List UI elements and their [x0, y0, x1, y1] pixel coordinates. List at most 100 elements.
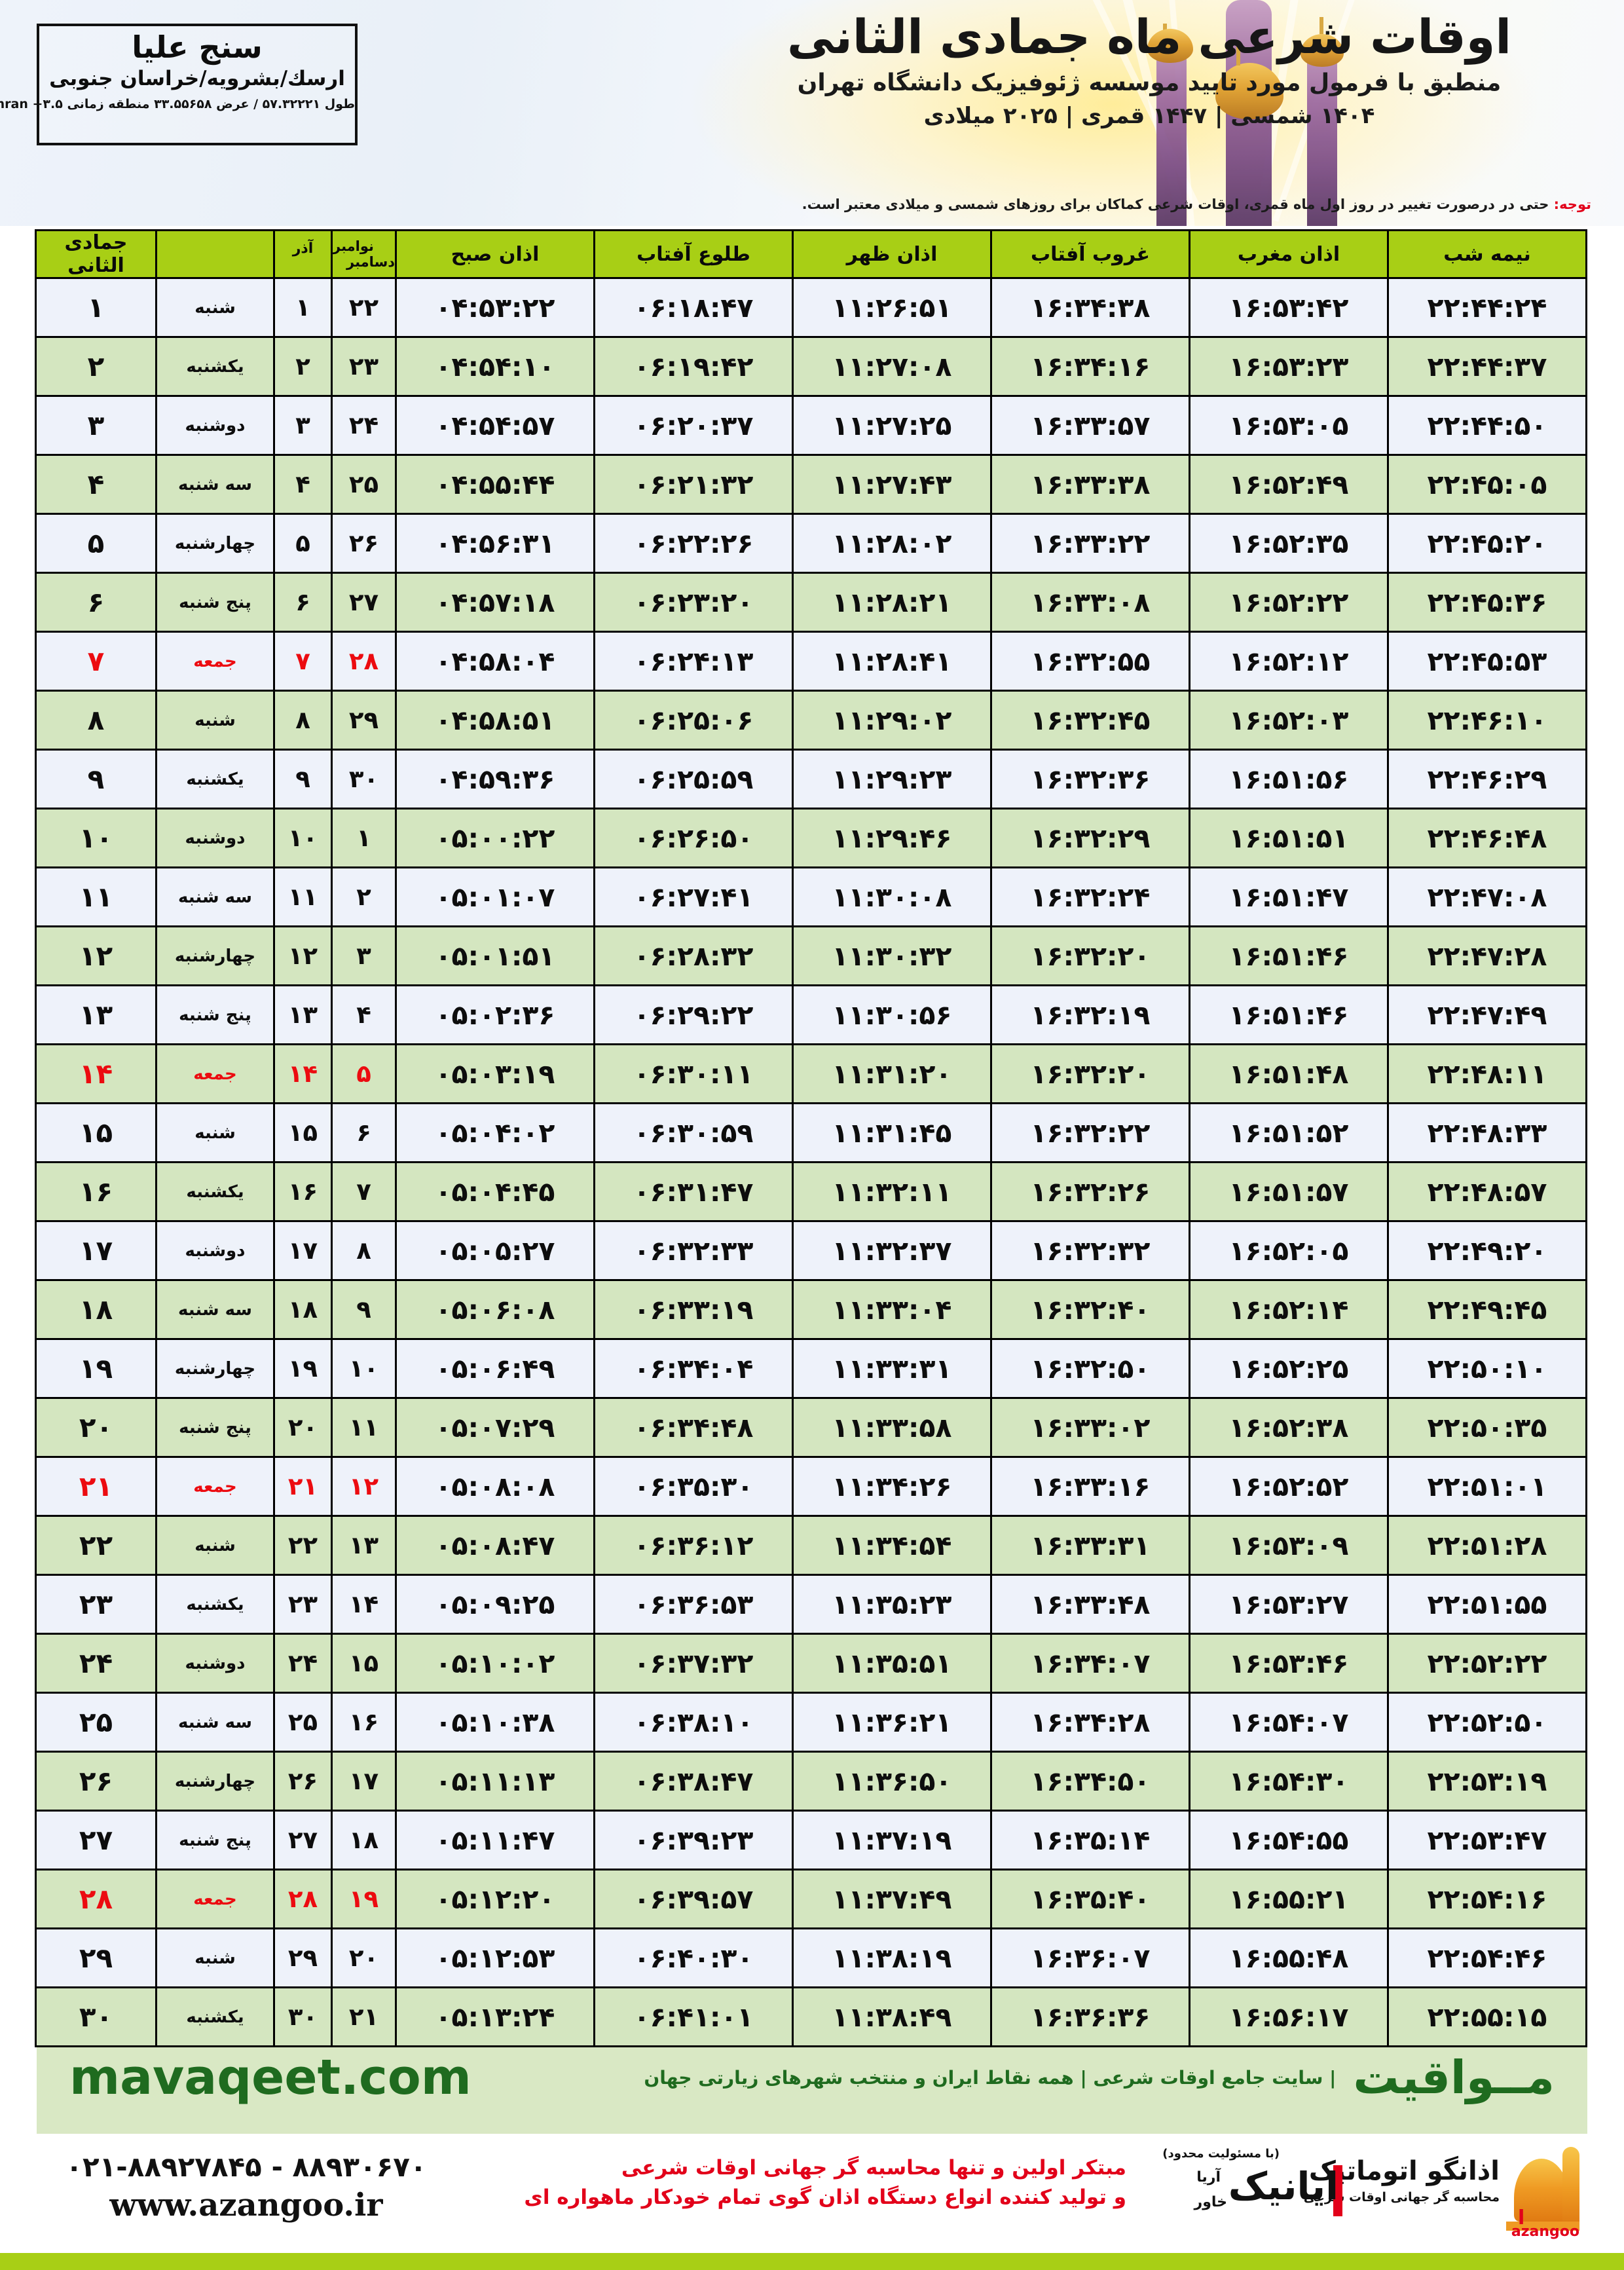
- dhuhr-cell: ۱۱:۳۴:۲۶: [792, 1456, 992, 1517]
- table-row: ۲۲:۵۴:۱۶ ۱۶:۵۵:۲۱ ۱۶:۳۵:۴۰ ۱۱:۳۷:۴۹ ۰۶:۳۹:۵۷…: [35, 1869, 1587, 1929]
- phone-number: ۰۲۱-۸۸۹۲۷۸۴۵ - ۸۸۹۳۰۶۷۰: [65, 2151, 427, 2183]
- fajr-cell: ۰۴:۵۵:۴۴: [395, 454, 595, 515]
- qamari-day-cell: ۲۳: [35, 1574, 157, 1635]
- table-row: ۲۲:۴۴:۵۰ ۱۶:۵۳:۰۵ ۱۶:۳۳:۵۷ ۱۱:۲۷:۲۵ ۰۶:۲۰:۳۷…: [35, 395, 1587, 456]
- dhuhr-cell: ۱۱:۲۸:۴۱: [792, 631, 992, 692]
- gregorian-day-cell: ۱۷: [331, 1751, 397, 1812]
- maghrib-cell: ۱۶:۵۳:۲۷: [1189, 1574, 1389, 1635]
- sunrise-cell: ۰۶:۳۳:۱۹: [593, 1279, 794, 1340]
- fajr-cell: ۰۵:۱۲:۵۳: [395, 1927, 595, 1988]
- maghrib-cell: ۱۶:۵۲:۳۵: [1189, 513, 1389, 574]
- sunset-cell: ۱۶:۳۲:۵۵: [990, 631, 1190, 692]
- sunset-cell: ۱۶:۳۵:۱۴: [990, 1810, 1190, 1870]
- gregorian-day-cell: ۲۱: [331, 1986, 397, 2047]
- maghrib-cell: ۱۶:۵۲:۰۳: [1189, 690, 1389, 751]
- table-row: ۲۲:۵۲:۵۰ ۱۶:۵۴:۰۷ ۱۶:۳۴:۲۸ ۱۱:۳۶:۲۱ ۰۶:۳۸:۱۰…: [35, 1692, 1587, 1753]
- header-title-block: اوقات شرعی ماه جمادی الثانی منطبق با فرم…: [714, 11, 1585, 129]
- sunset-cell: ۱۶:۳۶:۰۷: [990, 1927, 1190, 1988]
- midnight-cell: ۲۲:۴۴:۳۷: [1387, 336, 1587, 397]
- fajr-cell: ۰۵:۰۱:۵۱: [395, 925, 595, 986]
- table-row: ۲۲:۵۲:۲۲ ۱۶:۵۳:۴۶ ۱۶:۳۴:۰۷ ۱۱:۳۵:۵۱ ۰۶:۳۷:۳۲…: [35, 1633, 1587, 1694]
- dhuhr-cell: ۱۱:۳۰:۳۲: [792, 925, 992, 986]
- shamsi-day-cell: ۱: [273, 277, 333, 338]
- table-row: ۲۲:۴۷:۰۸ ۱۶:۵۱:۴۷ ۱۶:۳۲:۲۴ ۱۱:۳۰:۰۸ ۰۶:۲۷:۴۱…: [35, 866, 1587, 927]
- location-name: سنج علیا: [132, 29, 263, 65]
- qamari-day-cell: ۶: [35, 572, 157, 633]
- sunset-cell: ۱۶:۳۳:۰۸: [990, 572, 1190, 633]
- azangoo-name-latin: azangoo: [1511, 2223, 1579, 2240]
- azangoo-website[interactable]: www.azangoo.ir: [109, 2187, 383, 2223]
- maghrib-cell: ۱۶:۵۱:۵۷: [1189, 1161, 1389, 1222]
- maghrib-cell: ۱۶:۵۶:۱۷: [1189, 1986, 1389, 2047]
- table-row: ۲۲:۵۱:۲۸ ۱۶:۵۳:۰۹ ۱۶:۳۳:۳۱ ۱۱:۳۴:۵۴ ۰۶:۳۶:۱۲…: [35, 1515, 1587, 1576]
- dhuhr-cell: ۱۱:۲۶:۵۱: [792, 277, 992, 338]
- header-maghrib: اذان مغرب: [1189, 229, 1389, 279]
- dhuhr-cell: ۱۱:۳۱:۲۰: [792, 1043, 992, 1104]
- dhuhr-cell: ۱۱:۳۶:۵۰: [792, 1751, 992, 1812]
- note-label: توجه:: [1553, 196, 1591, 212]
- mavaqeet-tagline: | سایت جامع اوقات شرعی | همه نقاط ایران …: [644, 2066, 1337, 2089]
- midnight-cell: ۲۲:۵۴:۴۶: [1387, 1927, 1587, 1988]
- gregorian-day-cell: ۳۰: [331, 749, 397, 809]
- fajr-cell: ۰۵:۰۴:۰۲: [395, 1102, 595, 1163]
- midnight-cell: ۲۲:۵۳:۱۹: [1387, 1751, 1587, 1812]
- maghrib-cell: ۱۶:۵۳:۴۶: [1189, 1633, 1389, 1694]
- sunrise-cell: ۰۶:۳۰:۱۱: [593, 1043, 794, 1104]
- qamari-day-cell: ۱۶: [35, 1161, 157, 1222]
- shamsi-day-cell: ۲۲: [273, 1515, 333, 1576]
- sunrise-cell: ۰۶:۳۹:۵۷: [593, 1869, 794, 1929]
- weekday-cell: پنج شنبه: [155, 984, 275, 1045]
- midnight-cell: ۲۲:۴۸:۳۳: [1387, 1102, 1587, 1163]
- weekday-cell: یکشنبه: [155, 1574, 275, 1635]
- mavaqeet-url[interactable]: mavaqeet.com: [69, 2049, 471, 2106]
- dhuhr-cell: ۱۱:۳۳:۳۱: [792, 1338, 992, 1399]
- dhuhr-cell: ۱۱:۳۲:۳۷: [792, 1220, 992, 1281]
- maghrib-cell: ۱۶:۵۱:۵۱: [1189, 808, 1389, 868]
- bottom-footer: ا اذانگو اتوماتیک محاسبه گر جهانی اوقات …: [0, 2140, 1624, 2253]
- fajr-cell: ۰۵:۱۳:۲۴: [395, 1986, 595, 2047]
- mavaqeet-brand-fa: مــواقیت: [1353, 2051, 1556, 2104]
- qamari-day-cell: ۲۴: [35, 1633, 157, 1694]
- fajr-cell: ۰۵:۱۰:۰۲: [395, 1633, 595, 1694]
- sunrise-cell: ۰۶:۴۰:۳۰: [593, 1927, 794, 1988]
- midnight-cell: ۲۲:۴۵:۳۶: [1387, 572, 1587, 633]
- shamsi-day-cell: ۱۰: [273, 808, 333, 868]
- sunrise-cell: ۰۶:۲۹:۲۲: [593, 984, 794, 1045]
- table-row: ۲۲:۵۱:۵۵ ۱۶:۵۳:۲۷ ۱۶:۳۳:۴۸ ۱۱:۳۵:۲۳ ۰۶:۳۶:۵۳…: [35, 1574, 1587, 1635]
- sunrise-cell: ۰۶:۳۷:۳۲: [593, 1633, 794, 1694]
- maghrib-cell: ۱۶:۵۲:۲۲: [1189, 572, 1389, 633]
- prayer-times-table: نیمه شب اذان مغرب غروب آفتاب اذان ظهر طل…: [35, 229, 1587, 2047]
- mosque-icon: ا: [1502, 2147, 1581, 2231]
- gregorian-day-cell: ۱۱: [331, 1397, 397, 1458]
- weekday-cell: پنج شنبه: [155, 1397, 275, 1458]
- weekday-cell: سه شنبه: [155, 1692, 275, 1753]
- slogan-line-2: و تولید کننده انواع دستگاه اذان گوی تمام…: [524, 2185, 1126, 2209]
- fajr-cell: ۰۵:۱۱:۴۷: [395, 1810, 595, 1870]
- sunset-cell: ۱۶:۳۴:۵۰: [990, 1751, 1190, 1812]
- fajr-cell: ۰۴:۵۷:۱۸: [395, 572, 595, 633]
- dhuhr-cell: ۱۱:۲۷:۰۸: [792, 336, 992, 397]
- maghrib-cell: ۱۶:۵۳:۰۹: [1189, 1515, 1389, 1576]
- sunrise-cell: ۰۶:۳۶:۵۳: [593, 1574, 794, 1635]
- shamsi-day-cell: ۲۸: [273, 1869, 333, 1929]
- sunrise-cell: ۰۶:۳۴:۴۸: [593, 1397, 794, 1458]
- gregorian-day-cell: ۷: [331, 1161, 397, 1222]
- fajr-cell: ۰۴:۵۳:۲۲: [395, 277, 595, 338]
- midnight-cell: ۲۲:۵۱:۰۱: [1387, 1456, 1587, 1517]
- fajr-cell: ۰۵:۰۲:۳۶: [395, 984, 595, 1045]
- sunrise-cell: ۰۶:۲۶:۵۰: [593, 808, 794, 868]
- table-row: ۲۲:۴۴:۲۴ ۱۶:۵۳:۴۲ ۱۶:۳۴:۳۸ ۱۱:۲۶:۵۱ ۰۶:۱۸:۴۷…: [35, 277, 1587, 338]
- midnight-cell: ۲۲:۵۵:۱۵: [1387, 1986, 1587, 2047]
- shamsi-day-cell: ۲۵: [273, 1692, 333, 1753]
- shamsi-day-cell: ۵: [273, 513, 333, 574]
- shamsi-day-cell: ۱۳: [273, 984, 333, 1045]
- azangoo-a-mark: ا: [1518, 2206, 1525, 2229]
- header-gregorian: نوامبر دسامبر: [331, 229, 397, 279]
- maghrib-cell: ۱۶:۵۲:۲۵: [1189, 1338, 1389, 1399]
- shamsi-day-cell: ۱۴: [273, 1043, 333, 1104]
- sunrise-cell: ۰۶:۲۰:۳۷: [593, 395, 794, 456]
- prayer-times-table-body: ۲۲:۴۴:۲۴ ۱۶:۵۳:۴۲ ۱۶:۳۴:۳۸ ۱۱:۲۶:۵۱ ۰۶:۱۸:۴۷…: [35, 277, 1587, 2047]
- fajr-cell: ۰۵:۰۷:۲۹: [395, 1397, 595, 1458]
- dhuhr-cell: ۱۱:۲۸:۰۲: [792, 513, 992, 574]
- contact-block: ۰۲۱-۸۸۹۲۷۸۴۵ - ۸۸۹۳۰۶۷۰ www.azangoo.ir: [37, 2151, 456, 2223]
